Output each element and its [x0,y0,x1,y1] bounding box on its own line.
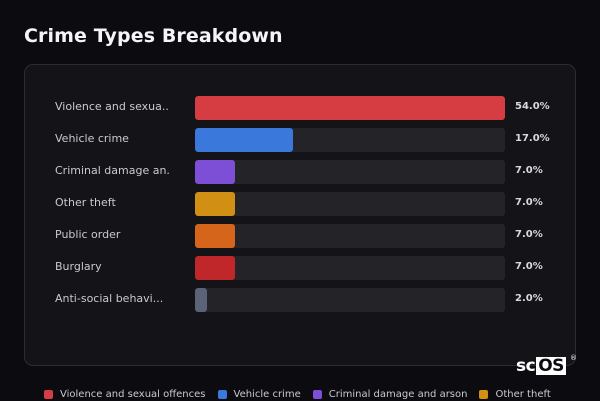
bar-label: Anti-social behavi... [55,292,164,305]
bar-row: Burglary 7.0% [25,256,575,280]
bar-fill [195,128,293,152]
bar-value-label: 7.0% [515,197,543,208]
legend-swatch [217,389,227,399]
bar-track [195,128,505,152]
bar-row: Other theft 7.0% [25,192,575,216]
bar-row: Public order 7.0% [25,224,575,248]
bar-row: Vehicle crime 17.0% [25,128,575,152]
bar-track [195,96,505,120]
bar-fill [195,160,235,184]
brand-logo: sc OS ® [516,354,577,376]
bar-fill [195,224,235,248]
bar-track [195,256,505,280]
bar-track [195,224,505,248]
bar-label: Public order [55,228,121,241]
legend-item: Violence and sexual offences [44,387,206,401]
bar-value-label: 7.0% [515,229,543,240]
bar-label: Vehicle crime [55,132,129,145]
bar-value-label: 2.0% [515,293,543,304]
bar-fill [195,288,207,312]
chart-legend: Violence and sexual offences Vehicle crim… [44,387,551,401]
legend-label: Violence and sexual offences [60,388,206,400]
bar-track [195,160,505,184]
bar-value-label: 7.0% [515,261,543,272]
bar-row: Violence and sexua... 54.0% [25,96,575,120]
bar-label: Burglary [55,260,102,273]
bar-value-label: 17.0% [515,133,550,144]
bar-track [195,192,505,216]
page-title: Crime Types Breakdown [24,25,283,47]
chart-panel: Violence and sexua... 54.0% Vehicle crime 1… [24,64,576,366]
bar-fill [195,256,235,280]
legend-label: Criminal damage and arson [328,388,468,400]
legend-item: Vehicle crime [217,387,301,401]
bar-row: Criminal damage an... 7.0% [25,160,575,184]
bar-label: Other theft [55,196,116,209]
bar-label: Criminal damage an... [55,164,170,177]
legend-item: Criminal damage and arson [312,387,468,401]
legend-item: Other theft [479,387,551,401]
logo-prefix: sc [516,356,536,376]
bar-value-label: 7.0% [515,165,543,176]
bar-label: Violence and sexua... [55,100,170,113]
legend-swatch [479,389,489,399]
legend-label: Vehicle crime [233,388,301,400]
legend-label: Other theft [495,388,551,400]
bar-fill [195,96,505,120]
legend-swatch [312,389,322,399]
bar-row: Anti-social behavi... 2.0% [25,288,575,312]
legend-swatch [44,389,53,399]
bar-fill [195,192,235,216]
bar-track [195,288,505,312]
registered-mark: ® [570,354,577,362]
bar-value-label: 54.0% [515,101,550,112]
logo-boxed-text: OS [536,356,566,376]
